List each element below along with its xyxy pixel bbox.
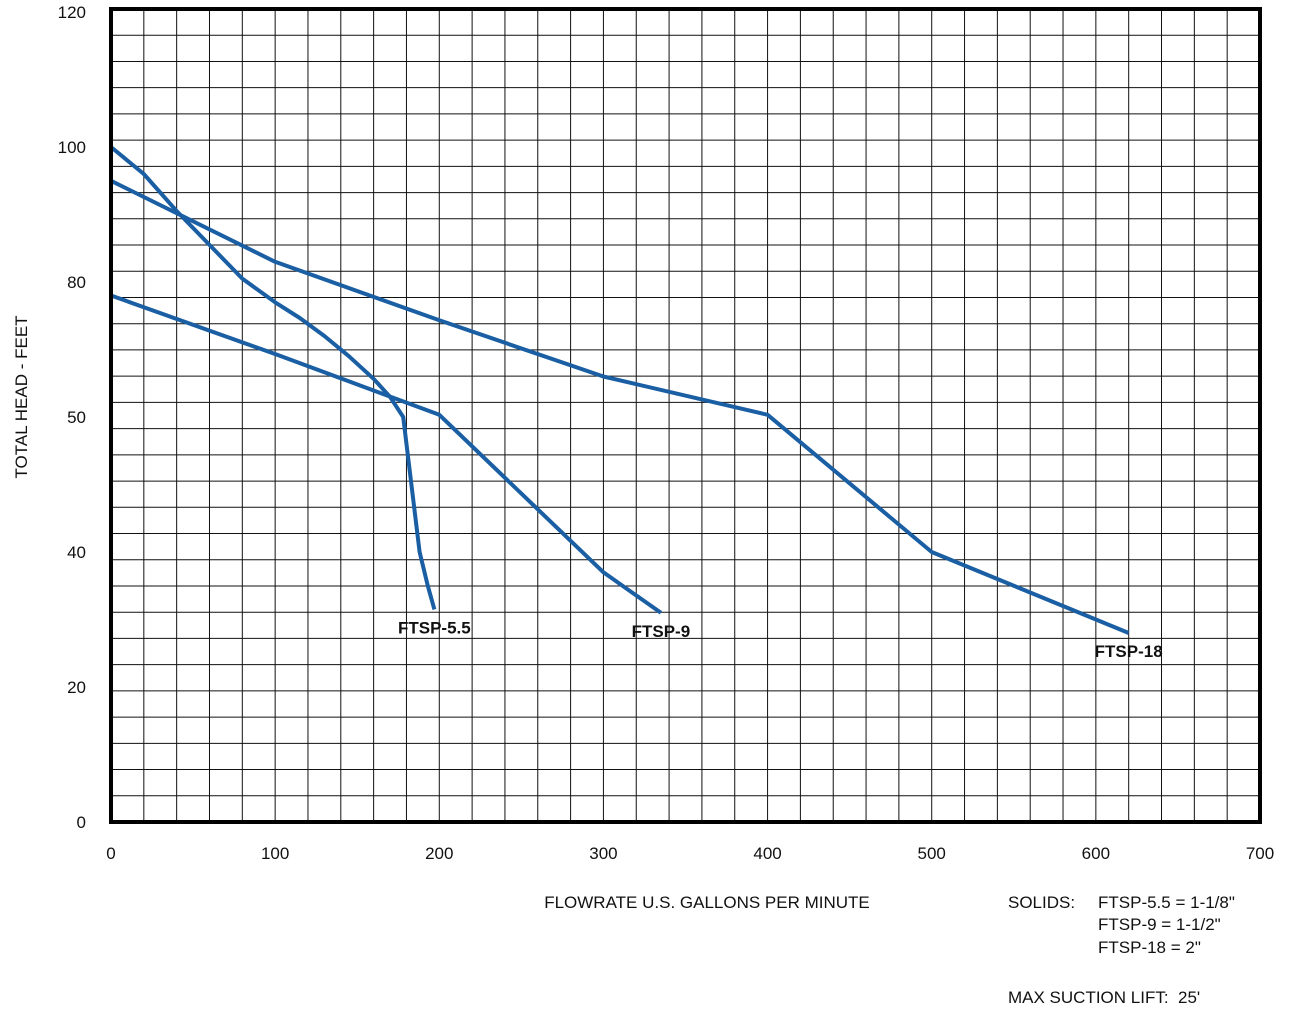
x-tick-label: 300	[589, 844, 617, 863]
y-tick-label: 80	[67, 273, 86, 292]
x-tick-label: 700	[1246, 844, 1274, 863]
y-tick-label: 20	[67, 678, 86, 697]
y-tick-label: 40	[67, 543, 86, 562]
solids-ftsp-5-5: FTSP-5.5 = 1-1/8"	[1098, 893, 1235, 912]
x-tick-label: 400	[753, 844, 781, 863]
y-axis-title: TOTAL HEAD - FEET	[12, 315, 31, 478]
y-tick-label: 0	[77, 813, 86, 832]
curve-ftsp-5-5	[109, 145, 437, 610]
y-tick-label: 50	[67, 408, 86, 427]
series-label-ftsp-18: FTSP-18	[1095, 642, 1163, 661]
x-tick-label: 200	[425, 844, 453, 863]
max-suction-lift: MAX SUCTION LIFT: 25'	[1008, 988, 1201, 1007]
y-tick-label: 120	[58, 3, 86, 22]
curve-ftsp-9	[110, 293, 663, 615]
solids-ftsp-18: FTSP-18 = 2"	[1098, 938, 1201, 957]
solids-label: SOLIDS:	[1008, 893, 1076, 912]
performance-curves	[109, 145, 1130, 635]
x-tick-label: 0	[106, 844, 115, 863]
x-axis-ticks: 0 100 200 300 400 500 600 700	[106, 844, 1274, 863]
x-axis-title: FLOWRATE U.S. GALLONS PER MINUTE	[544, 893, 870, 912]
curve-ftsp-18	[110, 179, 1130, 635]
y-tick-label: 100	[58, 138, 86, 157]
x-tick-label: 500	[918, 844, 946, 863]
y-axis-ticks: 0 20 40 50 80 100 120	[58, 3, 86, 832]
solids-ftsp-9: FTSP-9 = 1-1/2"	[1098, 915, 1221, 934]
grid-lines	[111, 9, 1260, 822]
series-labels: FTSP-5.5 FTSP-9 FTSP-18	[398, 618, 1163, 661]
series-label-ftsp-5-5: FTSP-5.5	[398, 618, 471, 637]
x-tick-label: 100	[261, 844, 289, 863]
x-tick-label: 600	[1082, 844, 1110, 863]
series-label-ftsp-9: FTSP-9	[632, 622, 691, 641]
plot-frame	[109, 7, 1262, 824]
